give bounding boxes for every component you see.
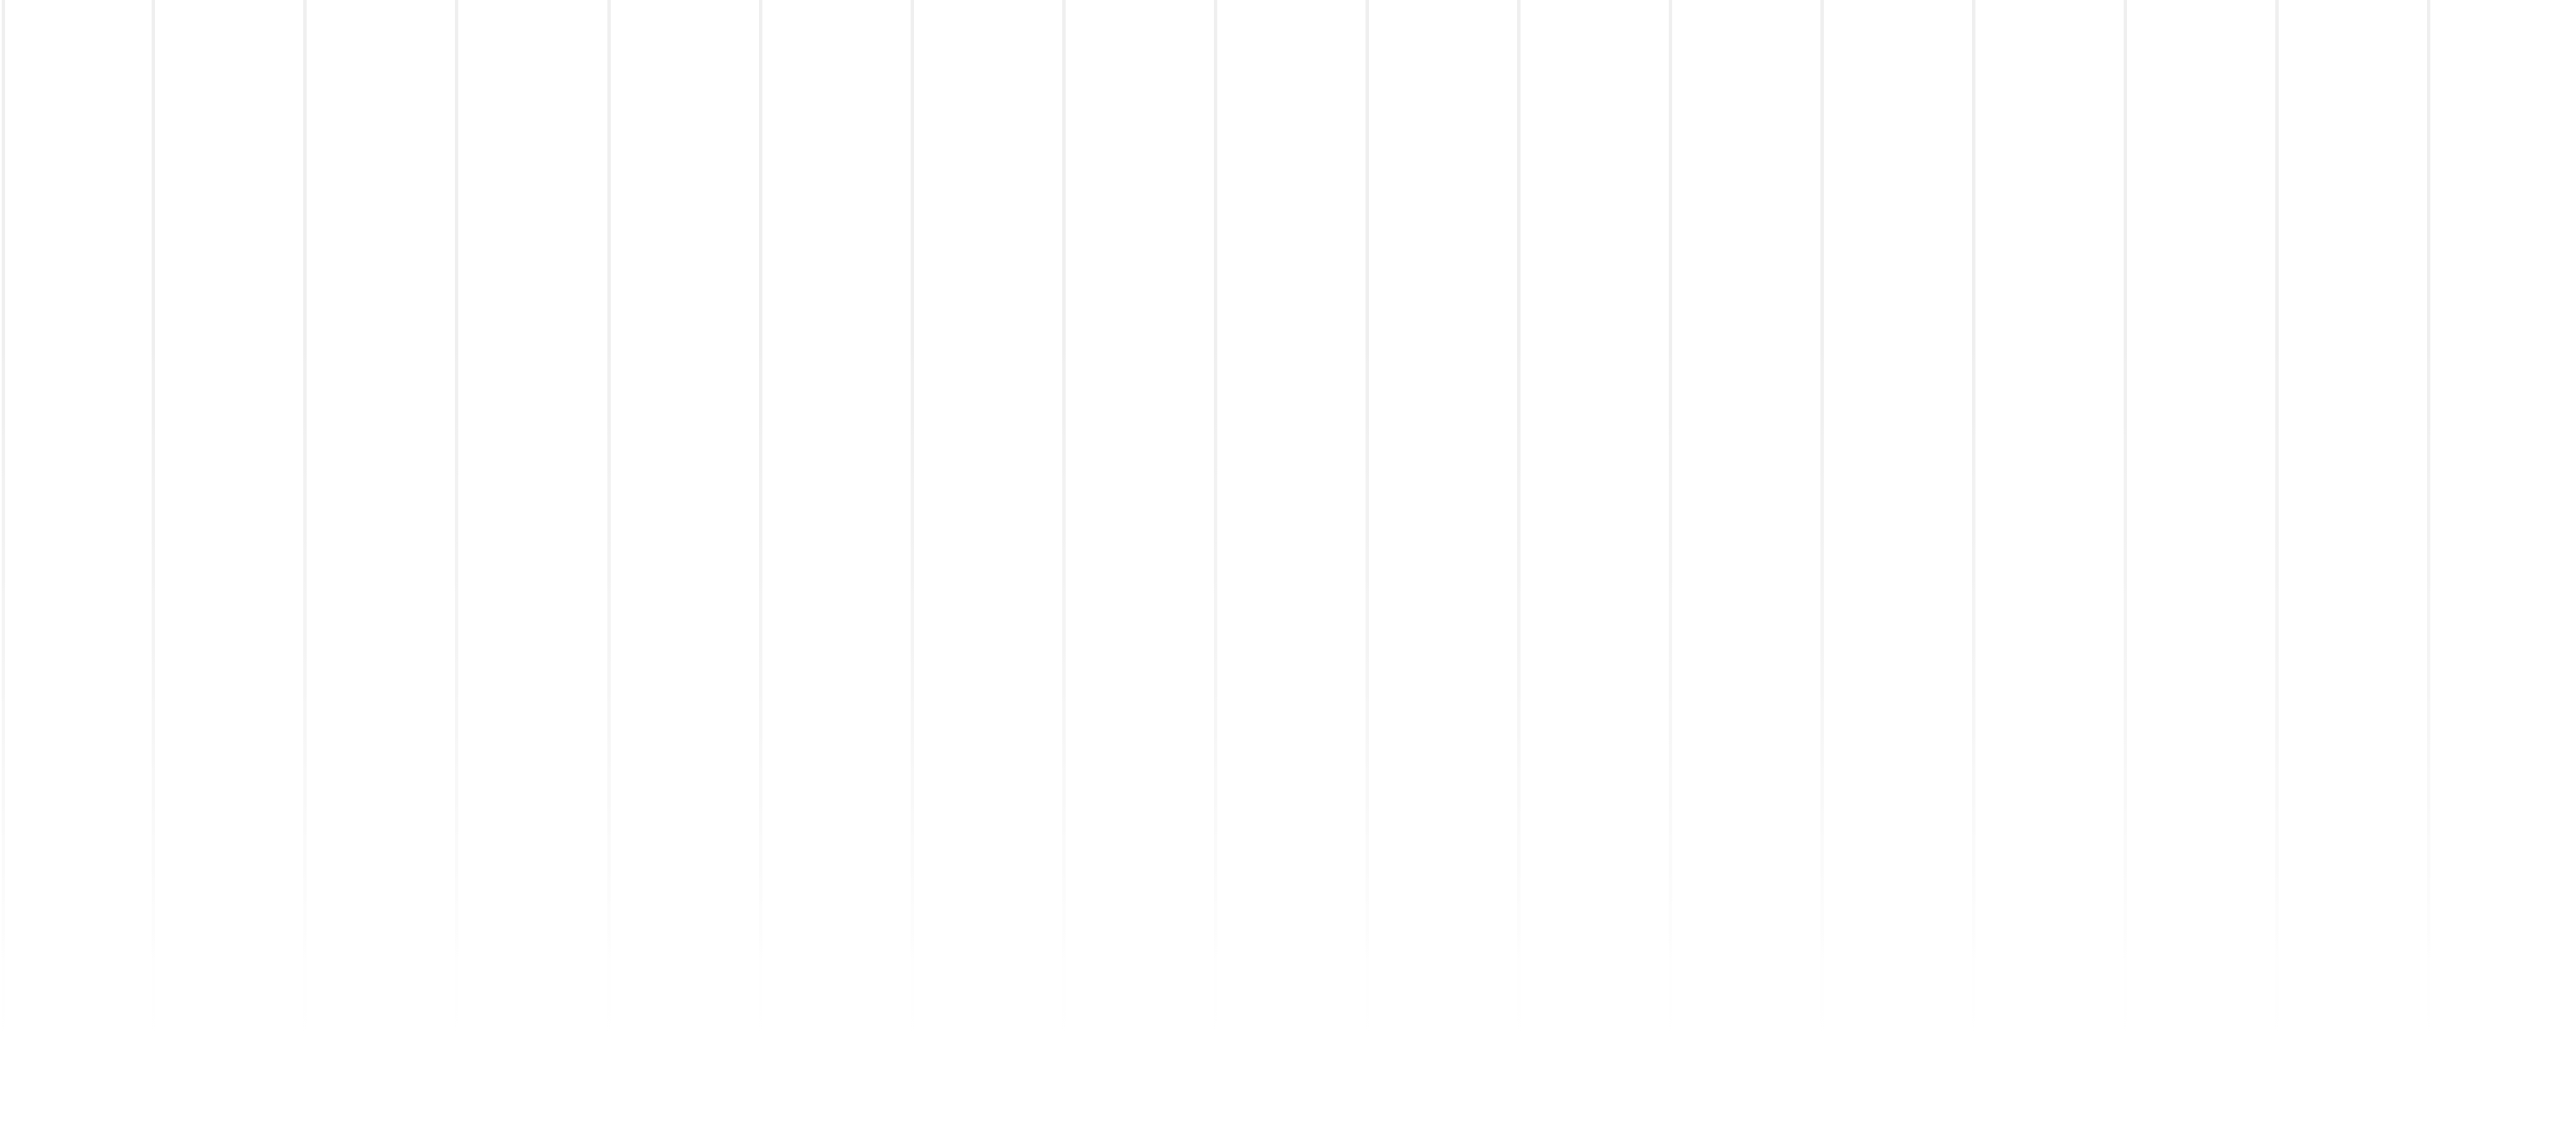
bottom-fade-overlay (0, 900, 2576, 1121)
column-rule (2275, 0, 2279, 1121)
column-rule (1669, 0, 1672, 1121)
column-rule (2427, 0, 2430, 1121)
column-rule (1517, 0, 1521, 1121)
column-rule (1062, 0, 1066, 1121)
column-rule (607, 0, 611, 1121)
column-rule (152, 0, 155, 1121)
column-rule (911, 0, 914, 1121)
column-rule (2124, 0, 2127, 1121)
column-rule (303, 0, 307, 1121)
column-rule (1366, 0, 1369, 1121)
column-rule (1214, 0, 1217, 1121)
column-rule (1820, 0, 1824, 1121)
column-rule (2, 0, 5, 1121)
column-rule (759, 0, 762, 1121)
column-rule (1972, 0, 1975, 1121)
column-rule (455, 0, 458, 1121)
